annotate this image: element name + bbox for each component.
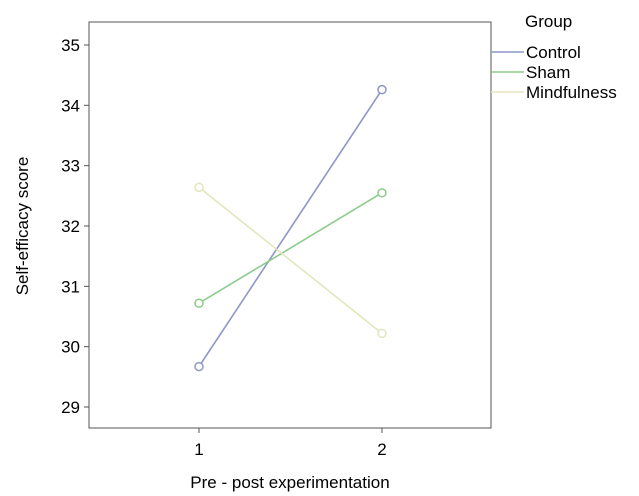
legend-label-mindfulness: Mindfulness xyxy=(526,83,617,102)
data-point-mindfulness xyxy=(377,328,387,339)
x-axis-title: Pre - post experimentation xyxy=(190,473,389,492)
x-tick-label: 1 xyxy=(194,440,203,459)
y-axis-title: Self-efficacy score xyxy=(13,157,32,296)
data-point-mindfulness xyxy=(194,182,204,193)
series-group xyxy=(194,84,387,372)
legend-label-control: Control xyxy=(526,43,581,62)
series-line-sham xyxy=(198,192,383,304)
series-line-control xyxy=(198,89,383,368)
y-tick-label: 30 xyxy=(61,338,80,357)
plot-frame xyxy=(88,21,492,429)
series-line-mindfulness xyxy=(198,186,383,335)
data-point-sham xyxy=(377,188,387,198)
y-axis: 29 30 31 32 33 34 35 xyxy=(61,36,89,417)
y-tick-label: 33 xyxy=(61,157,80,176)
data-point-control xyxy=(194,361,204,372)
legend-label-sham: Sham xyxy=(526,63,570,82)
data-point-sham xyxy=(194,298,204,308)
y-tick-label: 35 xyxy=(61,36,80,55)
y-tick-label: 34 xyxy=(61,96,80,115)
y-tick-label: 31 xyxy=(61,277,80,296)
x-tick-label: 2 xyxy=(377,440,386,459)
y-tick-label: 32 xyxy=(61,217,80,236)
data-point-control xyxy=(377,84,387,95)
y-tick-label: 29 xyxy=(61,398,80,417)
legend-title: Group xyxy=(525,12,572,31)
